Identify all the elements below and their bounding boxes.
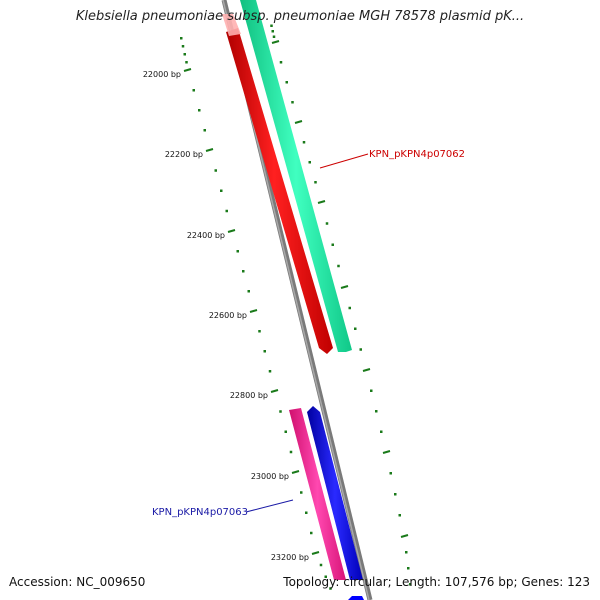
ruler-minor-tick [370,389,373,392]
ruler-minor-tick [305,511,308,514]
ruler-major-tick [183,68,192,72]
ruler-minor-tick [181,45,185,48]
ruler-minor-tick [329,587,332,590]
ruler-minor-tick [285,81,288,84]
outer-ruler-major-tick [271,40,280,44]
ruler-minor-tick [272,35,276,38]
ruler-minor-tick [289,450,293,454]
ruler-minor-tick [185,61,188,64]
ruler-tick-label: 23000 bp [251,472,289,481]
ruler-minor-tick [302,141,306,144]
accession-label: Accession: NC_009650 [9,575,146,589]
ruler-minor-tick [220,189,223,192]
ruler-minor-tick [180,37,183,40]
ruler-major-tick [249,309,258,313]
ruler-minor-tick [258,330,261,333]
ruler-minor-tick [380,430,383,433]
ruler-minor-tick [407,567,410,570]
genome-summary: Topology: circular; Length: 107,576 bp; … [283,575,590,589]
ruler-minor-tick [375,410,378,413]
ruler-minor-tick [324,575,327,578]
ruler-minor-tick [247,290,250,293]
ruler-minor-tick [398,514,401,517]
ruler-minor-tick [291,101,294,104]
ruler-minor-tick [359,348,362,351]
pink-gene-arrow[interactable] [289,408,346,580]
ruler-minor-tick [225,209,228,213]
ruler-minor-tick [284,430,287,433]
ruler-minor-tick [263,350,266,353]
gene-callout-line-red [319,153,369,169]
ruler-minor-tick [314,181,317,184]
ruler-minor-tick [310,531,313,535]
ruler-minor-tick [331,243,334,246]
ruler-major-tick [311,551,320,555]
ruler-minor-tick [308,161,311,164]
outer-ruler-major-tick [294,120,303,124]
map-title: Klebsiella pneumoniae subsp. pneumoniae … [75,9,525,24]
ruler-minor-tick [325,222,329,225]
red-gene-fade [222,14,241,36]
ruler-minor-tick [279,410,282,413]
blue-gene-tail [348,596,364,600]
ruler-tick-label: 22000 bp [143,70,181,79]
ruler-tick-label: 22600 bp [209,311,247,320]
ruler-minor-tick [183,53,186,56]
ruler-minor-tick [337,264,340,268]
ruler-minor-tick [394,493,397,496]
ruler-minor-tick [354,327,357,330]
outer-ruler-major-tick [362,368,371,372]
ruler-minor-tick [405,551,408,554]
ruler-minor-tick [348,306,351,310]
gene-label-red[interactable]: KPN_pKPN4p07062 [369,149,465,160]
outer-ruler-major-tick [317,200,326,204]
ruler-minor-tick [270,24,273,27]
ruler-track: 22000 bp 22200 bp 22400 bp 22600 bp 22800 bp… [143,24,412,590]
blue-gene-arrow[interactable] [307,406,363,580]
outer-ruler-major-tick [340,285,349,289]
ruler-tick-label: 22200 bp [165,150,203,159]
ruler-minor-tick [242,270,245,273]
ruler-minor-tick [268,370,272,373]
gene-label-blue[interactable]: KPN_pKPN4p07063 [152,507,248,518]
ruler-minor-tick [319,563,323,567]
red-gene-arrow[interactable] [226,28,333,354]
ruler-minor-tick [214,169,217,172]
ruler-minor-tick [389,472,392,475]
ruler-minor-tick [409,583,412,586]
ruler-tick-label: 23200 bp [271,553,309,562]
ruler-minor-tick [271,30,274,33]
outer-ruler-major-tick [400,534,409,538]
green-gene-arrow[interactable] [240,0,352,352]
ruler-major-tick [227,229,236,233]
ruler-minor-tick [279,61,283,64]
ruler-major-tick [205,148,214,152]
ruler-tick-label: 22800 bp [230,391,268,400]
ruler-minor-tick [192,89,195,92]
ruler-minor-tick [198,109,201,112]
ruler-minor-tick [300,491,303,494]
outer-ruler-major-tick [382,450,391,454]
ruler-minor-tick [236,250,239,253]
ruler-tick-label: 22400 bp [187,231,225,240]
ruler-major-tick [270,389,279,393]
gene-callout-line-blue [245,499,294,513]
ruler-minor-tick [203,129,206,132]
ruler-major-tick [291,470,300,474]
